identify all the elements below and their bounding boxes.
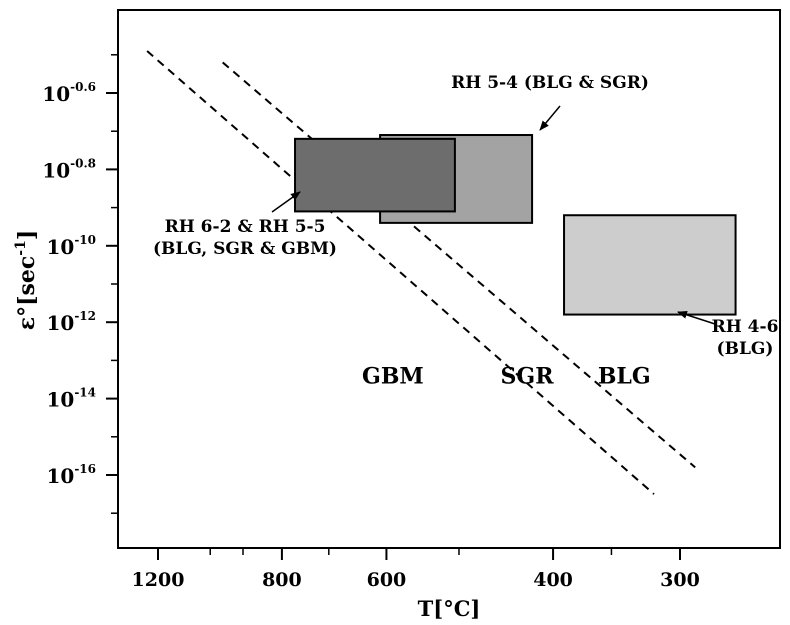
boundary-line-2 [222,61,696,469]
annotation-arrow-2 [271,191,301,213]
region-label-sgr: SGR [501,363,555,389]
data-box-2 [294,137,456,213]
x-axis: 1200 800 600 400 300 T[°C] [132,548,700,621]
region-label-blg: BLG [598,363,651,389]
x-tick-label-1200: 1200 [132,569,185,591]
region-labels: GBM SGR BLG [362,363,651,389]
annotations: RH 5-4 (BLG & SGR) RH 6-2 & RH 5-5(BLG, S… [153,73,778,359]
y-tick-label: 10-16 [46,462,96,488]
data-box-3 [563,214,737,316]
y-tick-label: 10-0.8 [42,156,96,182]
annotation-arrow-1 [539,105,561,131]
y-tick-label: 10-10 [46,233,96,259]
boundary-lines [146,50,696,495]
region-label-gbm: GBM [362,363,424,389]
y-tick-label: 10-12 [46,309,96,335]
annotation-1-line-1: RH 5-4 (BLG & SGR) [451,73,649,93]
plot-frame [117,9,781,549]
y-tick-label: 10-0.6 [42,80,96,106]
x-axis-title: T[°C] [418,596,481,621]
annotation-arrow-3 [677,310,716,325]
annotation-2-line-2: (BLG, SGR & GBM) [153,239,337,259]
annotation-2-line-1: RH 6-2 & RH 5-5 [165,217,326,237]
annotation-3-line-2: (BLG) [717,339,774,359]
y-tick-label: 10-14 [46,386,96,412]
data-boxes [294,134,737,316]
x-tick-label-300: 300 [660,569,700,591]
y-axis: 10-0.6 10-0.8 10-10 10-12 10-14 10-16 ε°[sec-1… [13,54,118,514]
boundary-line-1 [146,50,655,495]
x-tick-label-400: 400 [533,569,573,591]
x-tick-label-600: 600 [367,569,407,591]
annotation-3-line-1: RH 4-6 [712,317,779,337]
x-tick-label-800: 800 [262,569,302,591]
y-axis-title: ε°[sec-1] [13,230,40,331]
